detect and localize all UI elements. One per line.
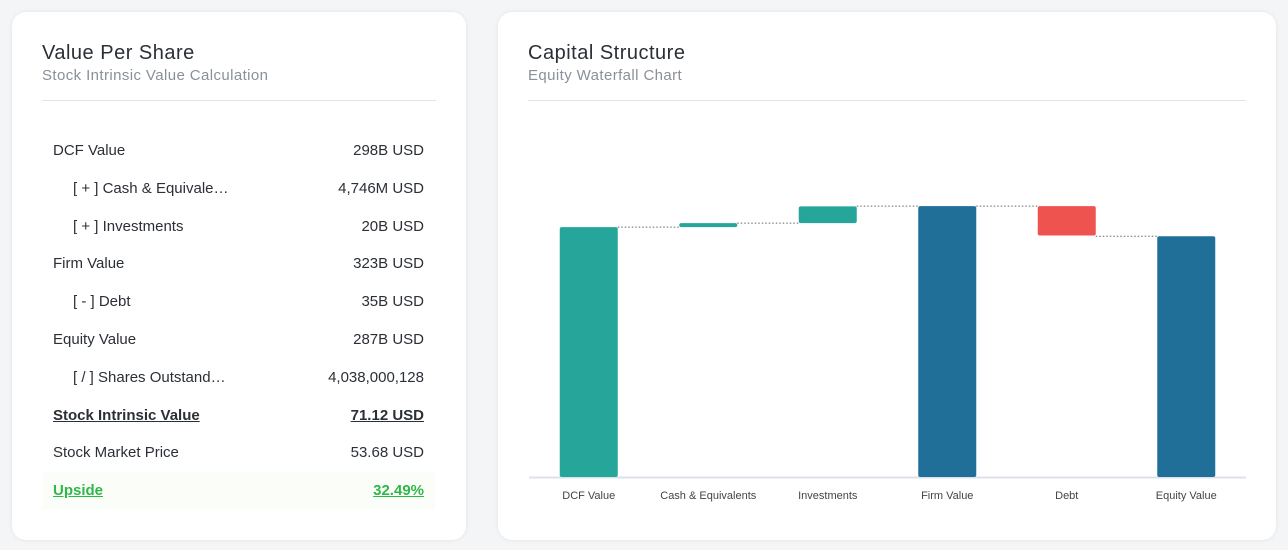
row-value: 20B USD: [361, 217, 424, 235]
row-label: [ + ] Investments: [73, 217, 184, 235]
divider: [528, 100, 1246, 101]
row-value: 287B USD: [353, 331, 424, 348]
table-row: Stock Market Price 53.68 USD: [42, 434, 435, 472]
row-value: 35B USD: [361, 293, 424, 311]
chart-subtitle: Equity Waterfall Chart: [528, 67, 683, 84]
row-label: Upside: [53, 482, 104, 500]
row-value: 71.12 USD: [350, 406, 424, 424]
row-label: DCF Value: [53, 142, 126, 159]
row-label: [ / ] Shares Outstand…: [73, 368, 226, 386]
table-row: DCF Value 298B USD: [42, 132, 435, 170]
table-row: [ + ] Investments 20B USD: [42, 208, 435, 246]
value-card: Value Per Share Stock Intrinsic Value Ca…: [12, 12, 466, 540]
row-value: 32.49%: [373, 482, 424, 500]
row-value: 53.68 USD: [350, 444, 424, 462]
table-row: Equity Value 287B USD: [42, 321, 435, 359]
row-label: Equity Value: [53, 331, 137, 348]
table-row: [ / ] Shares Outstand… 4,038,000,128: [42, 359, 435, 397]
table-row: Firm Value 323B USD: [42, 245, 435, 283]
card-subtitle: Stock Intrinsic Value Calculation: [42, 67, 269, 84]
chart-card: Capital Structure Equity Waterfall Chart: [498, 12, 1276, 540]
row-label: [ + ] Cash & Equivale…: [73, 179, 229, 197]
row-value: 298B USD: [353, 142, 424, 159]
divider: [42, 100, 436, 101]
row-label: [ - ] Debt: [73, 293, 131, 311]
row-value: 4,746M USD: [338, 179, 424, 197]
chart-title: Capital Structure: [528, 42, 686, 64]
row-value: 323B USD: [353, 255, 424, 273]
row-label: Stock Intrinsic Value: [53, 406, 200, 424]
table-row: Upside 32.49%: [42, 472, 435, 511]
row-value: 4,038,000,128: [328, 368, 424, 386]
table-row: [ + ] Cash & Equivale… 4,746M USD: [42, 170, 435, 208]
row-label: Stock Market Price: [53, 444, 179, 462]
row-label: Firm Value: [53, 255, 125, 273]
table-row: Stock Intrinsic Value 71.12 USD: [42, 397, 435, 435]
card-title: Value Per Share: [42, 42, 195, 64]
table-row: [ - ] Debt 35B USD: [42, 283, 435, 321]
